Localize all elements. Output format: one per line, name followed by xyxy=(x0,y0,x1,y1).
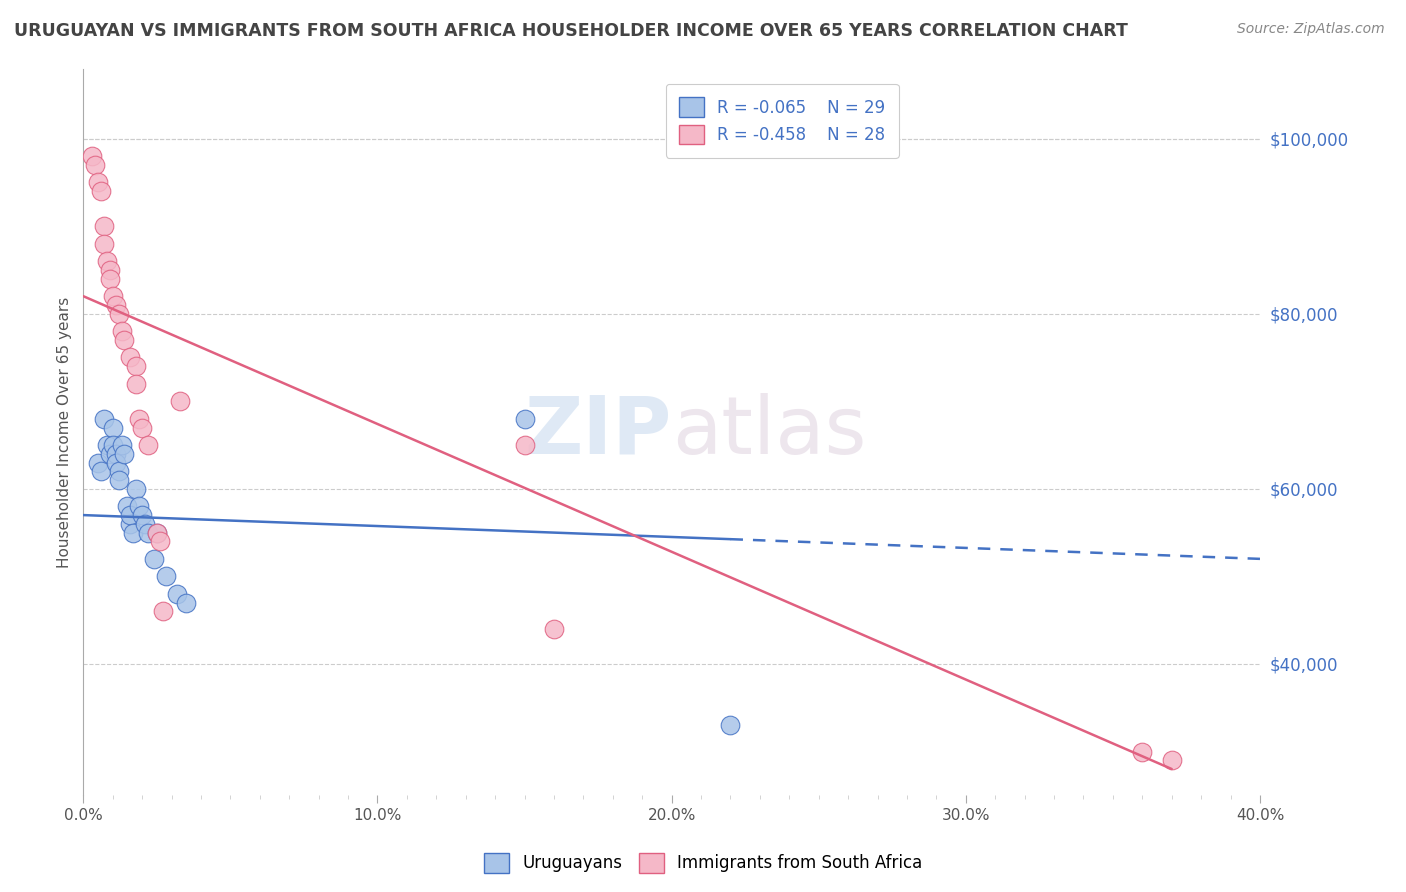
Point xyxy=(149,534,172,549)
Point xyxy=(120,516,142,531)
Point xyxy=(174,596,197,610)
Point xyxy=(125,376,148,391)
Point xyxy=(96,254,118,268)
Point xyxy=(128,411,150,425)
Point xyxy=(169,394,191,409)
Point xyxy=(146,525,169,540)
Point xyxy=(82,149,104,163)
Point xyxy=(131,420,153,434)
Point xyxy=(90,184,112,198)
Point xyxy=(720,718,742,732)
Point xyxy=(101,289,124,303)
Y-axis label: Householder Income Over 65 years: Householder Income Over 65 years xyxy=(58,296,72,567)
Point xyxy=(101,420,124,434)
Point xyxy=(96,438,118,452)
Legend: Uruguayans, Immigrants from South Africa: Uruguayans, Immigrants from South Africa xyxy=(477,847,929,880)
Point xyxy=(122,525,145,540)
Point xyxy=(110,324,132,338)
Point xyxy=(93,219,115,234)
Point xyxy=(513,411,536,425)
Point xyxy=(104,298,127,312)
Point xyxy=(104,447,127,461)
Point xyxy=(117,500,139,514)
Point xyxy=(136,438,159,452)
Legend: R = -0.065    N = 29, R = -0.458    N = 28: R = -0.065 N = 29, R = -0.458 N = 28 xyxy=(665,84,898,158)
Point xyxy=(543,622,565,636)
Point xyxy=(120,508,142,522)
Point xyxy=(142,552,165,566)
Point xyxy=(107,464,129,478)
Point xyxy=(125,359,148,374)
Point xyxy=(87,175,110,189)
Point xyxy=(128,500,150,514)
Point xyxy=(134,516,156,531)
Point xyxy=(104,456,127,470)
Point xyxy=(1130,744,1153,758)
Point xyxy=(90,464,112,478)
Text: ZIP: ZIP xyxy=(524,392,672,471)
Point xyxy=(513,438,536,452)
Point xyxy=(93,411,115,425)
Point xyxy=(166,587,188,601)
Point xyxy=(120,351,142,365)
Point xyxy=(98,271,121,285)
Point xyxy=(152,604,174,618)
Point xyxy=(114,447,136,461)
Text: Source: ZipAtlas.com: Source: ZipAtlas.com xyxy=(1237,22,1385,37)
Point xyxy=(87,456,110,470)
Point xyxy=(155,569,177,583)
Point xyxy=(114,333,136,347)
Point xyxy=(125,482,148,496)
Point xyxy=(131,508,153,522)
Point xyxy=(93,236,115,251)
Point xyxy=(136,525,159,540)
Point xyxy=(84,158,107,172)
Point xyxy=(146,525,169,540)
Text: URUGUAYAN VS IMMIGRANTS FROM SOUTH AFRICA HOUSEHOLDER INCOME OVER 65 YEARS CORRE: URUGUAYAN VS IMMIGRANTS FROM SOUTH AFRIC… xyxy=(14,22,1128,40)
Point xyxy=(101,438,124,452)
Point xyxy=(1160,753,1182,767)
Point xyxy=(98,263,121,277)
Point xyxy=(107,307,129,321)
Point xyxy=(98,447,121,461)
Text: atlas: atlas xyxy=(672,392,866,471)
Point xyxy=(110,438,132,452)
Point xyxy=(107,473,129,487)
